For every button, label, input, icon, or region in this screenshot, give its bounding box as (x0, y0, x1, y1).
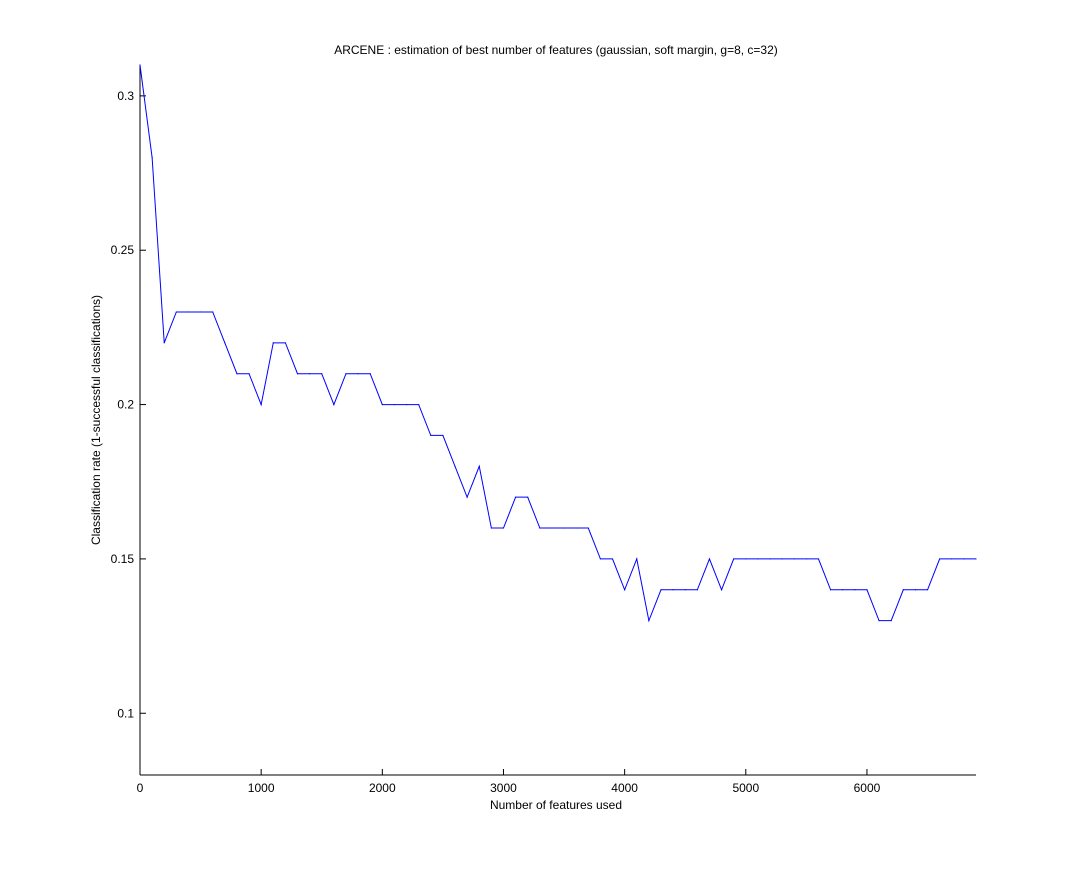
data-point (830, 589, 832, 591)
chart-title: ARCENE : estimation of best number of fe… (334, 43, 778, 57)
data-points (139, 64, 977, 622)
data-point (636, 558, 638, 560)
data-point (551, 527, 553, 529)
data-point (842, 589, 844, 591)
data-point (733, 558, 735, 560)
data-point (660, 589, 662, 591)
data-point (575, 527, 577, 529)
data-point (539, 527, 541, 529)
data-point (442, 434, 444, 437)
y-tick-label: 0.15 (111, 552, 135, 566)
data-point (599, 558, 602, 560)
data-point (224, 342, 226, 344)
data-point (745, 558, 747, 560)
data-point (478, 465, 480, 467)
data-point (890, 620, 892, 622)
plot-area: 0 1000 2000 3000 4000 5000 6000 0.1 0.15 0.2 0.25… (111, 64, 977, 795)
y-axis-label: Classification rate (1-successful classi… (89, 295, 103, 545)
data-point (430, 434, 432, 437)
data-point (357, 373, 359, 375)
data-point (502, 527, 505, 529)
data-point (587, 527, 589, 529)
data-point (345, 373, 347, 375)
data-point (817, 558, 820, 560)
data-point (672, 589, 674, 591)
data-point (563, 527, 565, 529)
data-point (648, 620, 650, 622)
data-point (624, 589, 626, 591)
data-point (975, 558, 977, 560)
x-tick-label: 1000 (248, 781, 275, 795)
data-point (527, 496, 529, 498)
data-point (321, 373, 323, 375)
x-tick-label: 4000 (611, 781, 638, 795)
data-point (248, 373, 250, 375)
y-tick-label: 0.2 (117, 398, 134, 412)
data-point (781, 558, 783, 560)
data-point (163, 342, 165, 344)
data-point (902, 589, 904, 591)
data-point (854, 589, 856, 591)
x-tick-label: 3000 (490, 781, 517, 795)
data-point (951, 558, 953, 560)
x-axis-label: Number of features used (490, 798, 622, 812)
y-tick-label: 0.1 (117, 706, 134, 720)
data-point (333, 403, 335, 406)
x-tick-label: 0 (137, 781, 144, 795)
data-point (878, 620, 880, 622)
x-ticks: 0 1000 2000 3000 4000 5000 6000 (137, 769, 881, 795)
data-point (151, 157, 153, 159)
data-point (296, 373, 299, 375)
data-point (212, 311, 214, 313)
data-point (914, 589, 917, 591)
data-point (866, 589, 868, 591)
data-point (309, 373, 311, 375)
data-point (393, 403, 396, 406)
data-point (466, 496, 468, 498)
data-point (490, 527, 492, 529)
data-point (236, 373, 238, 375)
data-point (805, 558, 807, 560)
x-tick-label: 5000 (732, 781, 759, 795)
x-tick-label: 2000 (369, 781, 396, 795)
data-point (696, 589, 698, 591)
data-point (926, 589, 929, 591)
data-point (757, 558, 759, 560)
data-point (454, 465, 456, 467)
y-tick-label: 0.3 (117, 89, 134, 103)
y-ticks: 0.1 0.15 0.2 0.25 0.3 (111, 89, 146, 720)
data-point (793, 558, 795, 560)
data-point (963, 558, 965, 560)
data-point (418, 403, 420, 406)
x-tick-label: 6000 (854, 781, 881, 795)
data-point (708, 558, 711, 560)
data-point (175, 311, 177, 313)
data-point (720, 589, 723, 591)
data-point (187, 311, 190, 313)
y-tick-label: 0.25 (111, 243, 135, 257)
data-point (139, 64, 141, 66)
data-point (199, 311, 202, 313)
data-series-line (139, 64, 976, 623)
data-point (611, 558, 614, 560)
data-point (381, 403, 383, 406)
data-point (284, 342, 286, 344)
data-point (684, 589, 686, 591)
data-point (939, 558, 941, 560)
data-point (514, 496, 517, 498)
data-point (769, 558, 771, 560)
data-point (369, 373, 371, 375)
data-point (272, 342, 274, 344)
data-point (260, 403, 262, 406)
data-point (405, 403, 408, 406)
